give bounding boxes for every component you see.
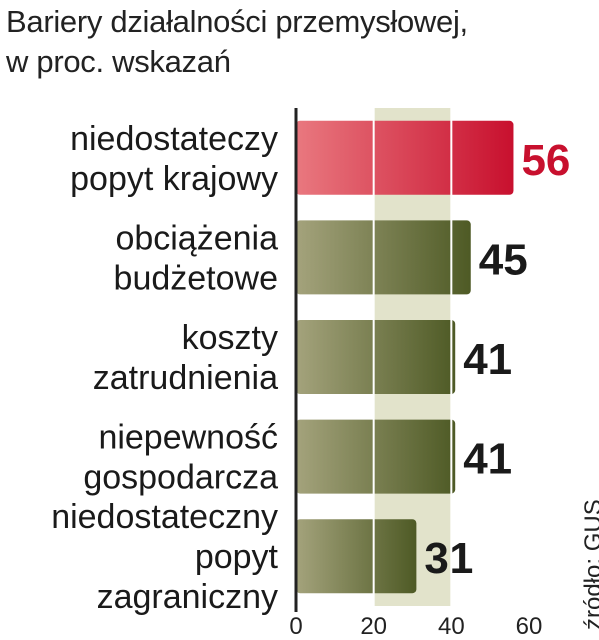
category-label: niepewność: [98, 419, 278, 457]
category-label: budżetowe: [114, 259, 278, 297]
bar: [296, 320, 456, 394]
category-label: popyt krajowy: [70, 160, 278, 198]
bar: [296, 220, 471, 295]
category-label: zagraniczny: [97, 578, 278, 616]
value-label: 45: [479, 235, 528, 284]
value-label: 41: [463, 435, 512, 484]
chart-title: Bariery działalności przemysłowej,: [6, 4, 468, 39]
category-label: zatrudnienia: [93, 359, 278, 397]
category-label: niedostateczny: [51, 498, 278, 536]
category-label: gospodarcza: [83, 459, 278, 497]
chart-subtitle: w proc. wskazań: [6, 44, 231, 79]
value-label: 31: [424, 534, 473, 583]
x-tick-label: 60: [516, 613, 543, 640]
source-note: źródło: GUS: [580, 499, 599, 630]
x-tick-label: 40: [438, 613, 465, 640]
bar: [296, 519, 417, 594]
x-tick-label: 0: [289, 613, 302, 640]
bar: [296, 419, 456, 494]
value-label: 56: [521, 136, 570, 185]
category-label: koszty: [182, 319, 278, 357]
bar: [296, 120, 514, 195]
category-label: niedostateczy: [70, 120, 278, 158]
x-tick-label: 20: [360, 613, 387, 640]
category-label: obciążenia: [115, 219, 278, 257]
category-label: popyt: [195, 538, 279, 576]
chart-title-block: Bariery działalności przemysłowej, w pro…: [6, 2, 468, 82]
value-label: 41: [463, 335, 512, 384]
